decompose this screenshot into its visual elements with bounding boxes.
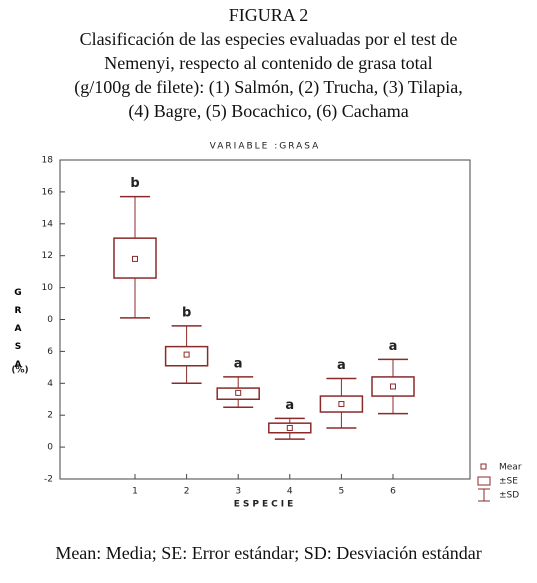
legend-se-icon bbox=[477, 476, 491, 486]
legend-label: Mear bbox=[499, 463, 522, 473]
caption-line: (g/100g de filete): (1) Salmón, (2) Truc… bbox=[74, 77, 463, 97]
y-tick-label: 0 bbox=[47, 443, 53, 453]
legend-mean-icon bbox=[480, 463, 487, 470]
caption-line: Nemenyi, respecto al contenido de grasa … bbox=[104, 53, 433, 73]
group-label: b bbox=[182, 305, 191, 320]
y-tick-label: 10 bbox=[42, 283, 54, 293]
mean-marker bbox=[286, 424, 293, 431]
group-label: a bbox=[337, 358, 346, 373]
x-tick-label: 1 bbox=[132, 487, 138, 497]
x-tick-label: 6 bbox=[390, 487, 396, 497]
x-tick-label: 5 bbox=[339, 487, 345, 497]
x-tick-label: 2 bbox=[184, 487, 190, 497]
legend-label: ±SE bbox=[499, 477, 518, 487]
y-tick-label: -2 bbox=[44, 475, 53, 485]
chart-title: VARIABLE :GRASA bbox=[210, 142, 321, 152]
y-tick-label: 4 bbox=[47, 379, 53, 389]
caption-line: Clasificación de las especies evaluadas … bbox=[79, 29, 458, 49]
y-axis-label: GRASA bbox=[13, 288, 23, 378]
y-tick-label: 14 bbox=[42, 219, 54, 229]
y-tick-label: 0 bbox=[47, 315, 53, 325]
x-tick-label: 4 bbox=[287, 487, 293, 497]
mean-marker bbox=[338, 401, 345, 408]
mean-marker bbox=[183, 351, 190, 358]
caption-line: (4) Bagre, (5) Bocachico, (6) Cachama bbox=[128, 101, 409, 121]
mean-marker bbox=[390, 383, 396, 390]
y-tick-label: 12 bbox=[42, 251, 53, 261]
x-axis-label: ESPECIE bbox=[234, 500, 296, 510]
y-axis-unit: (%) bbox=[11, 366, 28, 376]
mean-marker bbox=[235, 389, 242, 396]
legend-label: ±SD bbox=[499, 491, 519, 501]
plot-frame bbox=[59, 159, 471, 480]
group-label: a bbox=[285, 398, 294, 413]
group-label: a bbox=[389, 339, 398, 354]
y-tick-label: 2 bbox=[47, 411, 53, 421]
group-label: b bbox=[130, 176, 139, 191]
footer: Mean: Media; SE: Error estándar; SD: Des… bbox=[55, 543, 482, 563]
y-tick-label: 6 bbox=[47, 347, 53, 357]
y-tick-label: 16 bbox=[42, 187, 54, 197]
y-tick-label: 18 bbox=[42, 156, 54, 166]
x-tick-label: 3 bbox=[235, 487, 241, 497]
group-label: a bbox=[234, 356, 243, 371]
mean-marker bbox=[132, 255, 138, 262]
figure-label: FIGURA 2 bbox=[228, 5, 309, 25]
